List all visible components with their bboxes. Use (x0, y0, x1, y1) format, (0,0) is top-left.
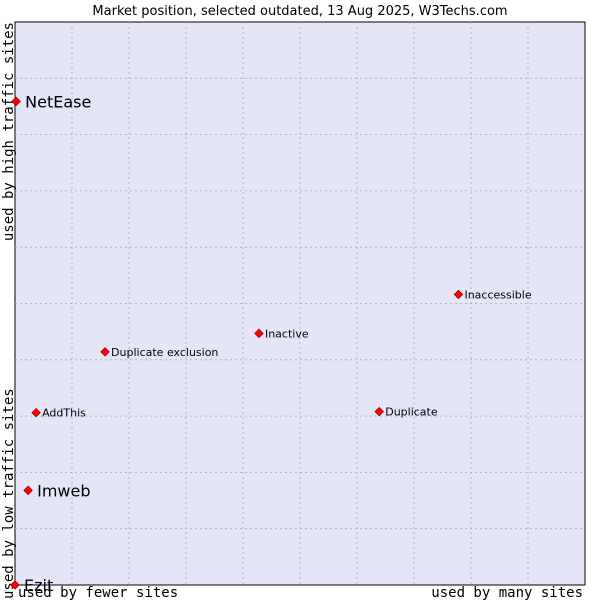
x-axis-label-left: used by fewer sites (18, 585, 178, 600)
point-label: Ezit (24, 576, 53, 595)
point-marker (10, 580, 20, 590)
point-marker (23, 485, 33, 496)
point-marker (11, 96, 21, 107)
point-label: Inactive (265, 327, 309, 340)
point-label: Inaccessible (464, 288, 531, 301)
point-marker (254, 328, 264, 339)
point-marker (453, 289, 464, 300)
point-marker (100, 347, 110, 357)
point-label: Imweb (37, 481, 90, 500)
point-label: Duplicate (385, 406, 438, 419)
point-marker (31, 407, 41, 418)
data-points: NetEase Inaccessible Inactive Duplicate exc… (10, 92, 532, 595)
point-marker (374, 406, 384, 417)
point-label: NetEase (25, 92, 91, 111)
y-axis-label-top: used by high traffic sites (1, 22, 17, 241)
point-label: AddThis (42, 407, 86, 420)
y-axis-label-bottom: used by low traffic sites (1, 388, 17, 599)
point-label: Duplicate exclusion (111, 346, 218, 359)
chart-title: Market position, selected outdated, 13 A… (92, 4, 507, 19)
x-axis-label-right: used by many sites (431, 585, 583, 600)
grid-lines (15, 22, 585, 585)
